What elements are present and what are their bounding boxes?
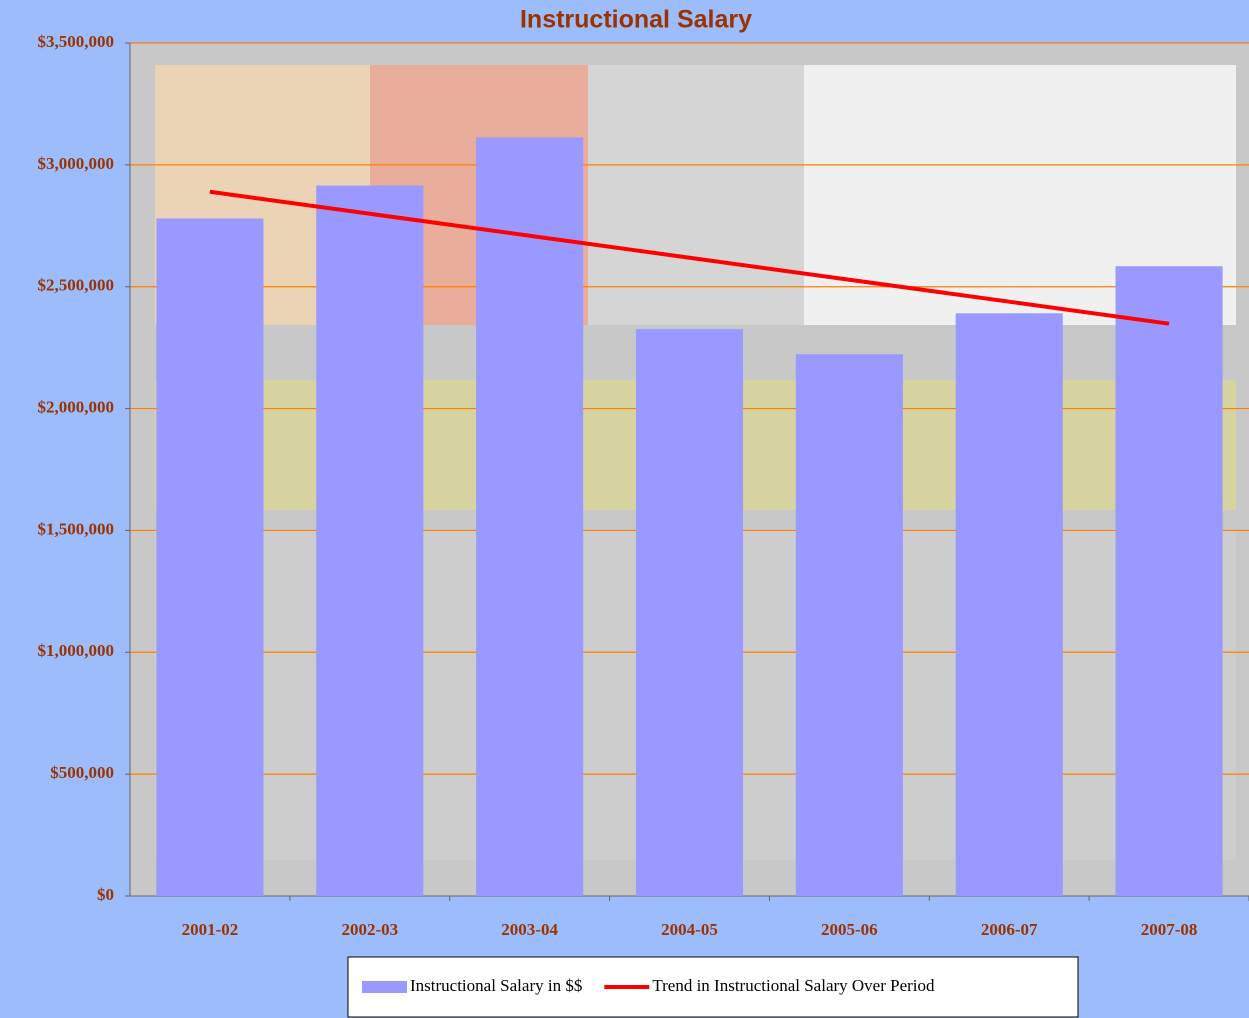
chart: Instructional Salary Instructional Salar…: [0, 0, 1249, 1018]
legend-swatch: [362, 981, 407, 993]
bar: [1116, 266, 1223, 896]
page: {"chart_data": { "type": "bar", "title":…: [0, 0, 1249, 1018]
y-tick-label: $500,000: [50, 763, 114, 782]
x-tick-label: 2001-02: [182, 920, 239, 939]
legend-label: Trend in Instructional Salary Over Perio…: [652, 976, 935, 995]
y-tick-label: $2,000,000: [38, 397, 115, 416]
y-tick-label: $1,500,000: [38, 519, 115, 538]
legend: Instructional Salary in $$ Trend in Instr…: [348, 957, 1078, 1017]
bar: [636, 329, 743, 896]
chart-title: Instructional Salary: [520, 6, 752, 34]
x-tick-label: 2005-06: [821, 920, 878, 939]
x-tick-label: 2004-05: [661, 920, 718, 939]
y-tick-label: $2,500,000: [38, 276, 115, 295]
bar: [156, 218, 263, 896]
legend-label: Instructional Salary in $$: [410, 976, 582, 995]
bar: [796, 354, 903, 896]
x-tick-label: 2006-07: [981, 920, 1038, 939]
x-tick-label: 2003-04: [501, 920, 558, 939]
y-tick-label: $3,500,000: [38, 32, 115, 51]
bar: [956, 313, 1063, 896]
bar: [316, 186, 423, 896]
y-tick-label: $3,000,000: [38, 154, 115, 173]
x-tick-label: 2007-08: [1141, 920, 1198, 939]
bar: [476, 137, 583, 896]
y-tick-label: $1,000,000: [38, 641, 115, 660]
y-tick-label: $0: [97, 885, 114, 904]
x-tick-label: 2002-03: [341, 920, 398, 939]
